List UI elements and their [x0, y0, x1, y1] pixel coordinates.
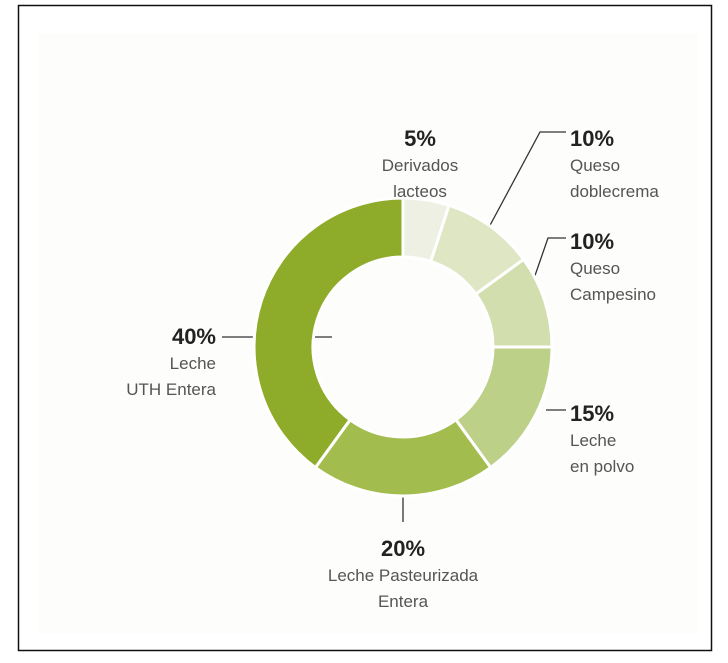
leader-line	[529, 237, 566, 291]
category-label: Entera	[378, 592, 429, 611]
leader-line	[479, 131, 566, 245]
panel	[38, 34, 698, 634]
labels: 5% Derivados lacteos 10% Queso doblecrema 10% Q…	[126, 126, 659, 611]
category-label: Leche Pasteurizada	[328, 566, 479, 585]
category-label: Campesino	[570, 285, 656, 304]
category-label: Derivados	[382, 156, 459, 175]
category-label: Queso	[570, 156, 620, 175]
category-label: UTH Entera	[126, 380, 216, 399]
category-label: Leche	[170, 354, 216, 373]
category-label: lacteos	[393, 182, 447, 201]
value-label: 15%	[570, 401, 614, 426]
value-label: 5%	[404, 126, 436, 151]
value-label: 10%	[570, 229, 614, 254]
value-label: 40%	[172, 324, 216, 349]
category-label: Leche	[570, 431, 616, 450]
category-label: doblecrema	[570, 182, 659, 201]
value-label: 20%	[381, 536, 425, 561]
value-label: 10%	[570, 126, 614, 151]
donut	[252, 196, 554, 498]
category-label: Queso	[570, 259, 620, 278]
slice	[252, 196, 405, 470]
category-label: en polvo	[570, 457, 634, 476]
